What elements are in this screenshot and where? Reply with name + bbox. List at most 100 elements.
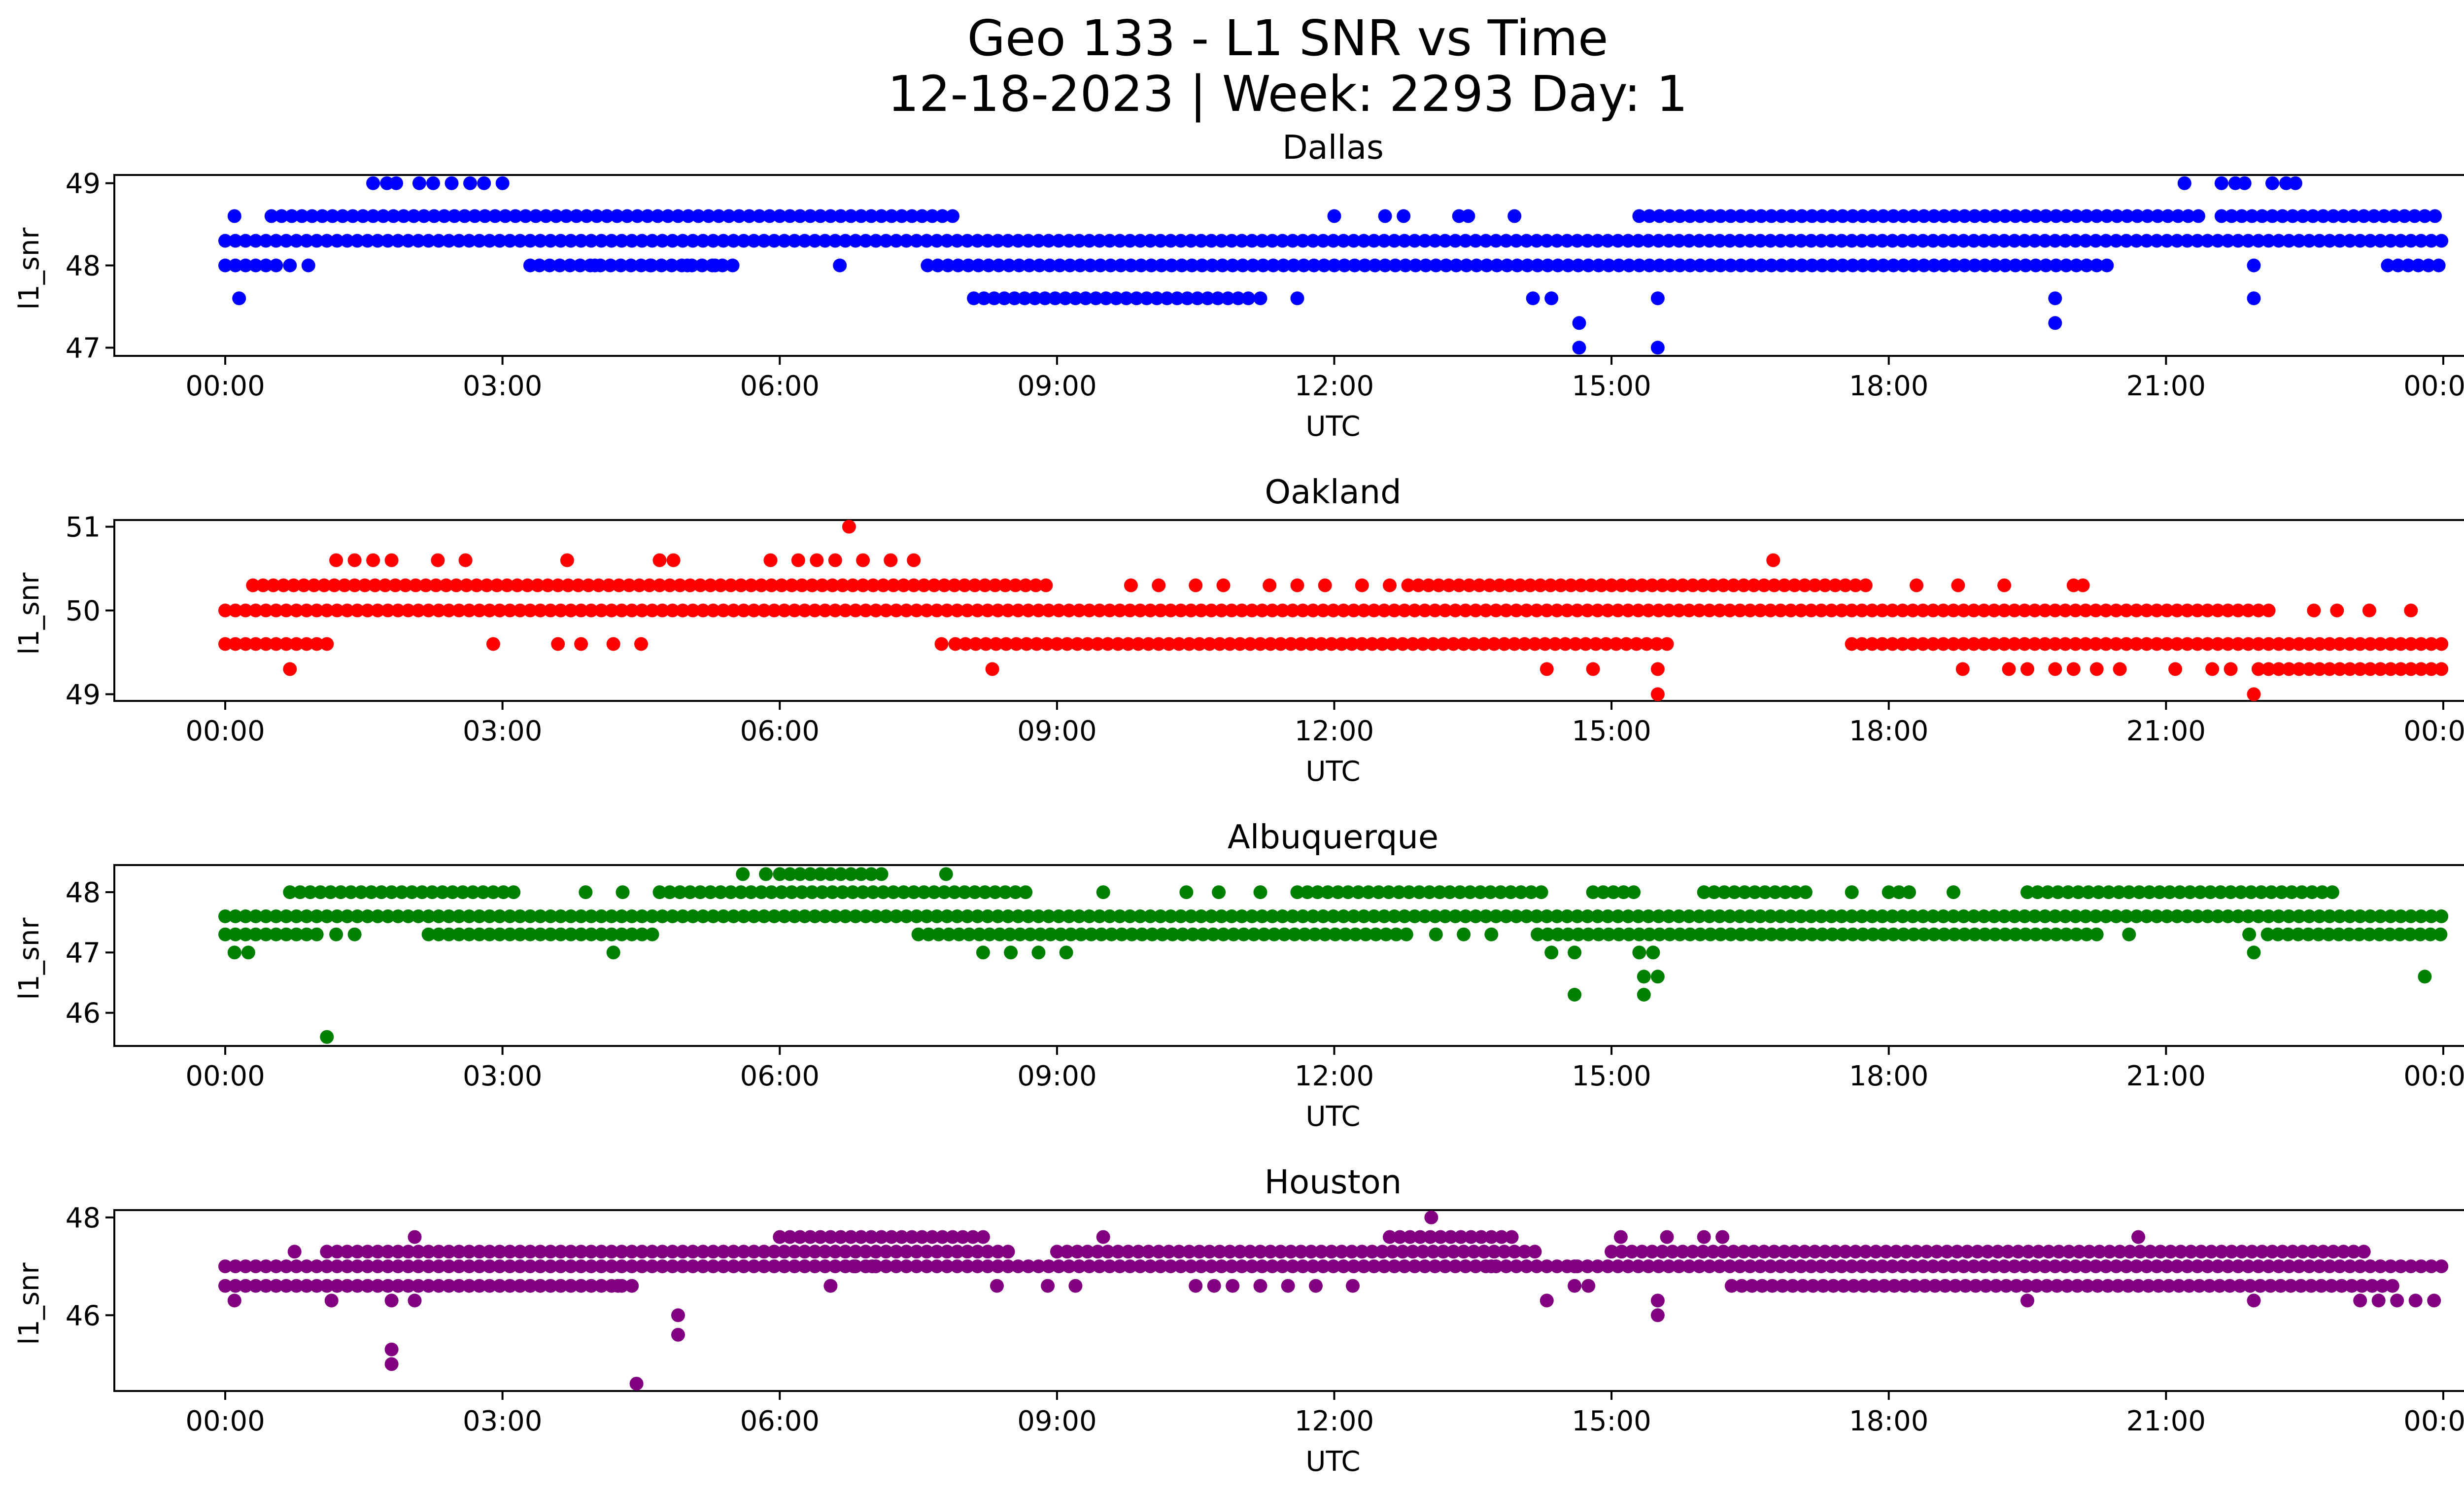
- data-point: [589, 209, 604, 223]
- data-point: [1614, 578, 1629, 592]
- x-tick-label: 00:00: [185, 370, 265, 402]
- data-point: [2177, 176, 2191, 190]
- data-point: [533, 927, 548, 941]
- data-point: [2150, 234, 2164, 248]
- data-point: [1042, 1259, 1056, 1274]
- data-point: [1442, 885, 1457, 900]
- data-point: [610, 209, 624, 223]
- data-point: [823, 1230, 838, 1244]
- data-point: [1855, 909, 1869, 923]
- data-point: [1845, 909, 1859, 923]
- data-point: [419, 578, 433, 592]
- data-point: [1897, 1279, 1912, 1293]
- data-point: [884, 553, 898, 567]
- data-point: [2039, 258, 2053, 273]
- data-point: [1601, 909, 1615, 923]
- data-point: [366, 176, 380, 190]
- data-point: [2068, 637, 2083, 651]
- x-tick-label: 21:00: [2126, 1405, 2206, 1437]
- data-point: [2332, 662, 2347, 676]
- data-point: [2265, 176, 2279, 190]
- data-point: [991, 1259, 1005, 1274]
- data-point: [1581, 1279, 1596, 1293]
- data-point: [997, 291, 1011, 306]
- data-point: [793, 209, 807, 223]
- data-point: [1533, 578, 1547, 592]
- data-point: [1660, 637, 1674, 651]
- data-point: [691, 209, 706, 223]
- data-point: [218, 637, 232, 651]
- x-axis-label: UTC: [1305, 411, 1360, 443]
- data-point: [1969, 1279, 1983, 1293]
- data-point: [289, 1259, 304, 1274]
- data-point: [1635, 578, 1649, 592]
- data-point: [1866, 258, 1880, 273]
- data-point: [1889, 1245, 1903, 1259]
- data-point: [1540, 909, 1554, 923]
- data-point: [920, 603, 934, 618]
- data-point: [686, 603, 700, 618]
- x-tick-label: 06:00: [740, 715, 820, 747]
- data-point: [371, 1259, 385, 1274]
- data-point: [1443, 1230, 1458, 1244]
- data-point: [2129, 1259, 2144, 1274]
- data-point: [1735, 1279, 1749, 1293]
- data-point: [696, 909, 710, 923]
- data-point: [2160, 637, 2174, 651]
- data-point: [706, 234, 720, 248]
- data-point: [2018, 234, 2032, 248]
- data-point: [2119, 603, 2133, 618]
- data-point: [665, 603, 680, 618]
- data-point: [553, 1279, 568, 1293]
- data-point: [462, 1259, 477, 1274]
- data-point: [1378, 258, 1392, 273]
- data-point: [759, 867, 773, 881]
- data-point: [1367, 909, 1381, 923]
- data-point: [2007, 637, 2021, 651]
- data-point: [330, 1245, 344, 1259]
- data-point: [744, 578, 758, 592]
- data-point: [1642, 234, 1656, 248]
- data-point: [1367, 1259, 1381, 1274]
- data-point: [1578, 637, 1593, 651]
- data-point: [2001, 1245, 2015, 1259]
- data-point: [1013, 927, 1027, 941]
- data-point: [2048, 603, 2062, 618]
- data-point: [833, 258, 847, 273]
- data-point: [1733, 234, 1747, 248]
- data-point: [630, 209, 645, 223]
- data-point: [1223, 1245, 1237, 1259]
- data-point: [1458, 909, 1472, 923]
- data-point: [1396, 1245, 1410, 1259]
- data-point: [1726, 578, 1741, 592]
- data-point: [696, 1259, 710, 1274]
- data-point: [1335, 637, 1349, 651]
- data-point: [1591, 1259, 1605, 1274]
- data-point: [1510, 258, 1524, 273]
- data-point: [1824, 234, 1839, 248]
- data-point: [2332, 1259, 2347, 1274]
- data-point: [1611, 603, 1625, 618]
- data-point: [2325, 885, 2339, 900]
- x-tick-label: 00:00: [2403, 1405, 2464, 1437]
- data-point: [1970, 1245, 1985, 1259]
- data-point: [645, 927, 659, 941]
- data-point: [1519, 603, 1534, 618]
- data-point: [655, 1245, 670, 1259]
- data-point: [2170, 909, 2184, 923]
- data-point: [2031, 1245, 2046, 1259]
- data-point: [1927, 258, 1941, 273]
- data-point: [2434, 234, 2449, 248]
- data-point: [1571, 258, 1585, 273]
- data-point: [1080, 637, 1095, 651]
- data-point: [757, 1259, 771, 1274]
- data-points: [218, 176, 2449, 355]
- data-point: [2221, 234, 2235, 248]
- data-point: [2200, 909, 2215, 923]
- data-point: [2367, 209, 2381, 223]
- data-point: [1428, 1259, 1442, 1274]
- data-point: [1074, 927, 1088, 941]
- data-point: [427, 209, 441, 223]
- data-point: [2261, 234, 2276, 248]
- data-point: [286, 578, 301, 592]
